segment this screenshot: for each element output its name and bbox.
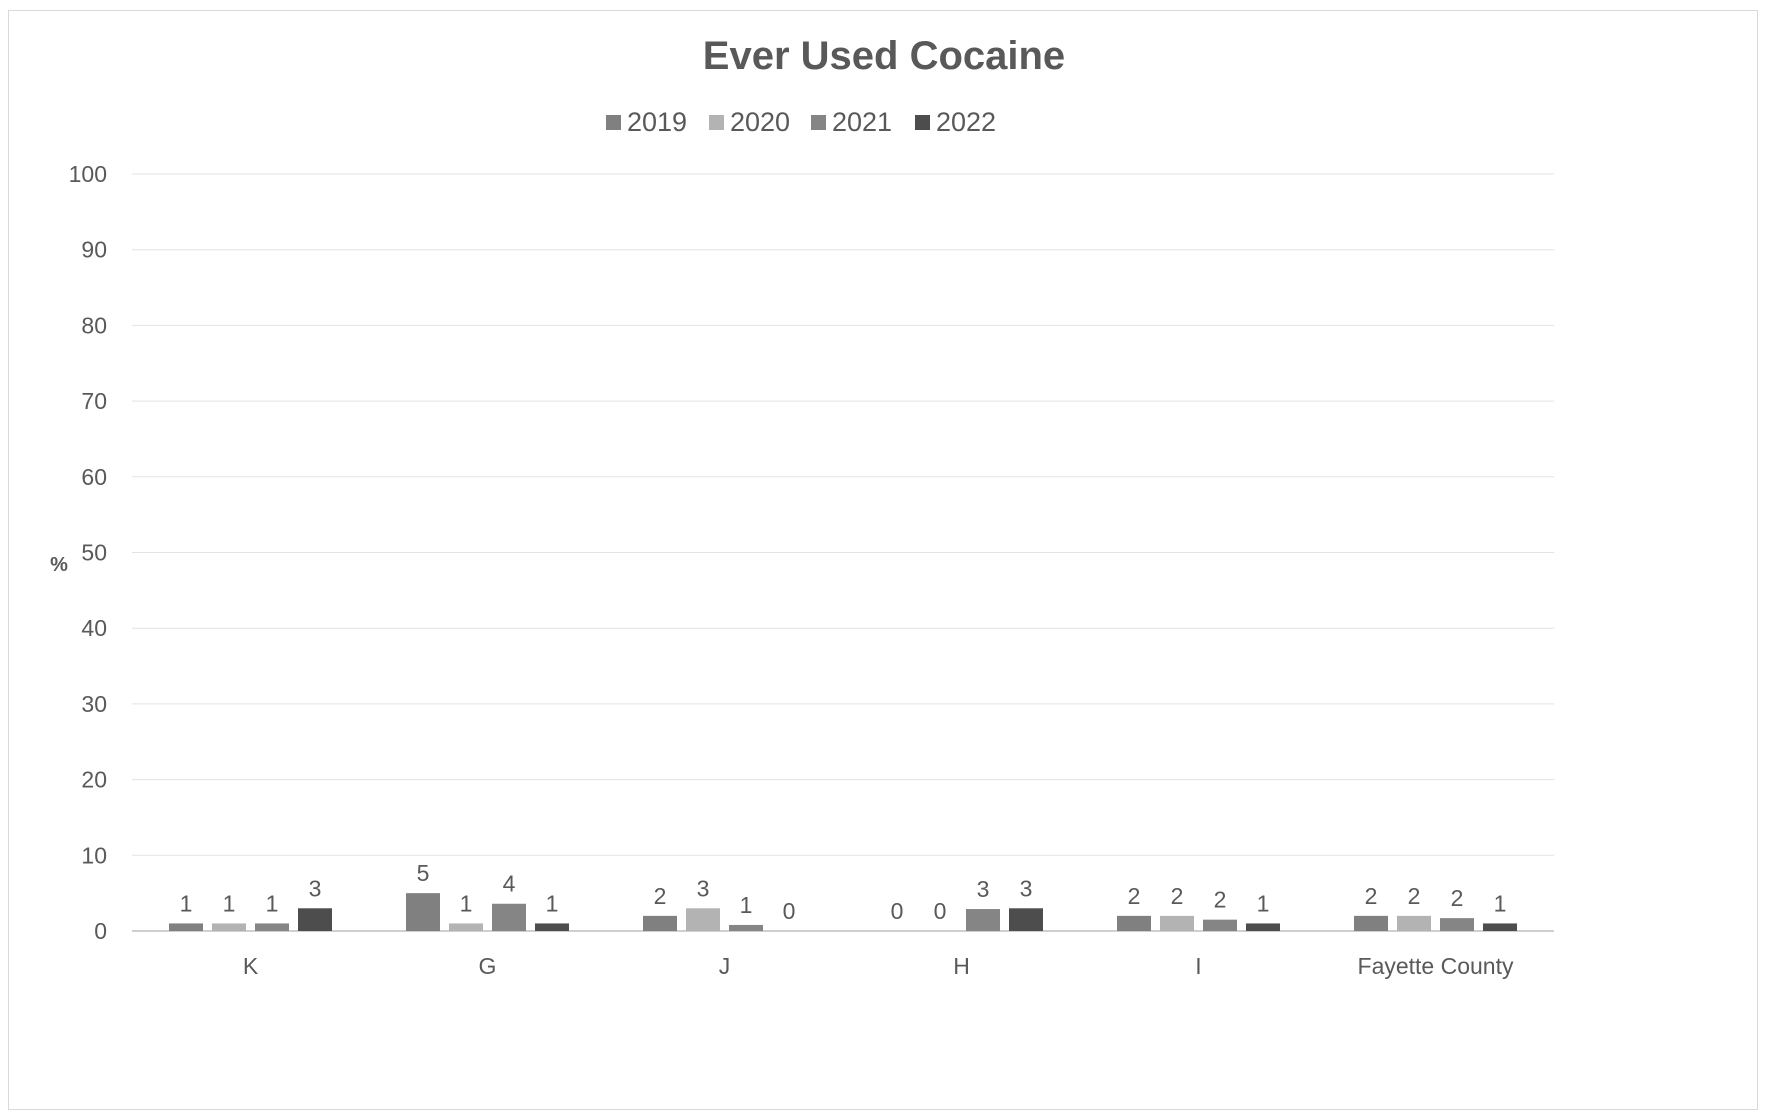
data-label: 0 [934,898,947,924]
legend: 2019 2020 2021 2022 [606,107,996,137]
bar-2021-fayette-county [1440,918,1474,931]
data-label: 2 [1128,883,1141,909]
data-label: 2 [654,883,667,909]
legend-label: 2020 [730,107,790,137]
legend-swatch [709,115,724,130]
legend-item-2022: 2022 [915,107,996,137]
data-label: 1 [1257,890,1270,916]
data-label: 2 [1451,885,1464,911]
y-tick-label: 70 [81,388,107,414]
data-label: 0 [783,898,796,924]
legend-swatch [606,115,621,130]
data-label: 1 [223,890,236,916]
legend-label: 2019 [627,107,687,137]
bar-2020-j [686,908,720,931]
data-label: 3 [697,875,710,901]
bar-2022-h [1009,908,1043,931]
y-axis-label: % [50,554,68,576]
bar-2019-j [643,915,677,931]
x-category-label: Fayette County [1358,953,1514,979]
bar-2019-g [406,893,440,931]
x-category-label: K [243,953,259,979]
y-tick-label: 20 [81,767,107,793]
y-tick-label: 10 [81,842,107,868]
bar-2021-i [1203,919,1237,931]
data-label: 2 [1214,887,1227,913]
legend-item-2019: 2019 [606,107,687,137]
data-label: 2 [1408,883,1421,909]
x-axis-labels: K G J H I Fayette County [243,953,1514,979]
y-tick-label: 50 [81,540,107,566]
x-category-label: J [719,953,731,979]
y-tick-label: 100 [69,161,107,187]
data-label: 2 [1171,883,1184,909]
legend-item-2020: 2020 [709,107,790,137]
bar-2019-i [1117,915,1151,931]
data-label: 1 [266,890,279,916]
bar-2020-k [212,923,246,931]
chart-frame: Ever Used Cocaine % 2019 2020 2021 2022 0 10… [8,10,1758,1110]
data-label: 1 [1494,890,1507,916]
x-category-label: G [479,953,497,979]
data-label: 3 [977,876,990,902]
legend-label: 2021 [832,107,892,137]
data-label: 2 [1365,883,1378,909]
bar-2022-fayette-county [1483,923,1517,931]
data-label: 1 [180,890,193,916]
y-axis-ticks: 0 10 20 30 40 50 60 70 80 90 100 [69,161,107,944]
data-label: 5 [417,860,430,886]
bar-2022-k [298,908,332,931]
data-label: 4 [503,871,516,897]
bar-2020-i [1160,915,1194,931]
y-tick-label: 40 [81,615,107,641]
bar-2021-j [729,924,763,931]
legend-item-2021: 2021 [811,107,892,137]
bar-2020-g [449,923,483,931]
x-category-label: H [953,953,970,979]
legend-label: 2022 [936,107,996,137]
bar-2019-k [169,923,203,931]
bar-2019-fayette-county [1354,915,1388,931]
bars [169,893,1517,931]
data-label: 0 [891,898,904,924]
bar-2020-fayette-county [1397,915,1431,931]
bar-2021-h [966,909,1000,931]
chart-svg: Ever Used Cocaine % 2019 2020 2021 2022 010… [50,34,1554,979]
data-label: 3 [1020,875,1033,901]
bar-2021-g [492,903,526,931]
data-label: 3 [309,875,322,901]
y-tick-label: 80 [81,312,107,338]
data-label: 1 [546,890,559,916]
bar-2022-i [1246,923,1280,931]
data-labels: 1 1 1 3 5 1 4 1 2 3 1 0 0 0 3 3 2 2 2 1 2 2 2 1 [180,860,1507,924]
y-tick-label: 0 [94,918,107,944]
gridlines [132,173,1554,932]
data-label: 1 [740,892,753,918]
data-label: 1 [460,890,473,916]
x-category-label: I [1195,953,1201,979]
legend-swatch [811,115,826,130]
y-tick-label: 60 [81,464,107,490]
bar-2021-k [255,923,289,931]
chart-title: Ever Used Cocaine [703,34,1065,78]
y-tick-label: 30 [81,691,107,717]
bar-2022-g [535,923,569,931]
y-tick-label: 90 [81,237,107,263]
legend-swatch [915,115,930,130]
